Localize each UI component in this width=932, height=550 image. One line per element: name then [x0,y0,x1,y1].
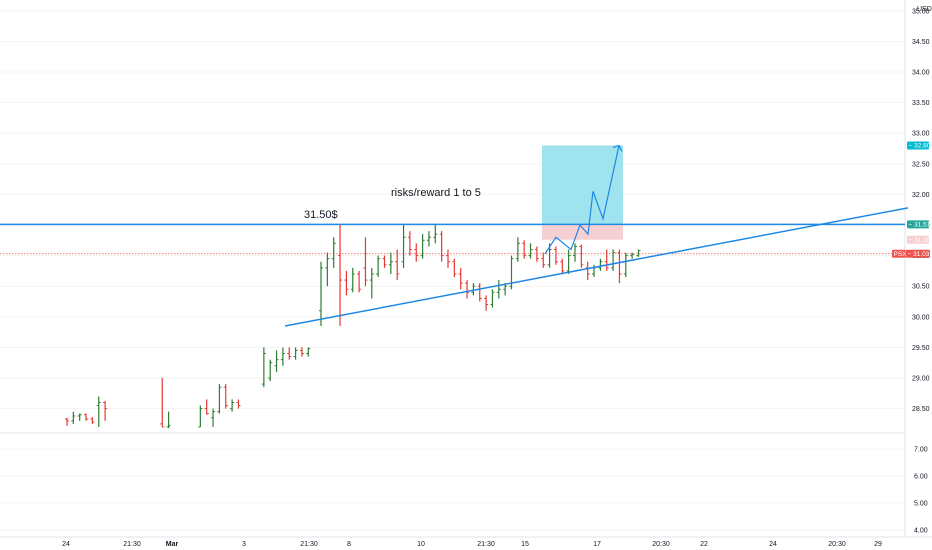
price-tick-label: 33.50 [912,100,930,107]
time-tick-label: 22 [700,541,708,548]
time-tick-label: 17 [593,541,601,548]
price-tick-label: 34.50 [912,39,930,46]
time-tick-label: 24 [769,541,777,548]
price-annotation: 31.50$ [304,209,338,221]
price-tick-label: 30.00 [912,314,930,321]
price-tick-label: 32.00 [912,192,930,199]
price-tick-label: 4.00 [914,528,928,535]
price-tick-label: 6.00 [914,474,928,481]
time-tick-label: 3 [242,541,246,548]
long-position-tool[interactable] [542,145,623,240]
price-tag [907,235,929,244]
time-tick-label: 21:30 [477,541,495,548]
price-tag-label: − 31.51 [909,222,931,229]
price-tag-label: PSXP [894,251,911,258]
price-tick-label: 28.50 [912,406,930,413]
time-tick-label: 21:30 [300,541,318,548]
price-tag [892,249,906,258]
projection-path[interactable] [544,145,620,255]
price-tick-label: 5.00 [914,501,928,508]
price-tick-label: 29.00 [912,376,930,383]
candles [65,225,641,429]
price-tag [906,249,930,258]
price-tick-label: 30.50 [912,284,930,291]
profit-zone [542,145,623,225]
price-axis-tags: − 32.80 − 31.51 − 31.26 PSXP− 31.03 [892,141,931,258]
price-axis-ticks: 35.0034.5034.0033.5033.0032.5032.0031.50… [912,8,930,534]
chart-grid [0,10,905,531]
price-tag-label: − 31.26 [909,237,931,244]
price-tag-label: − 32.80 [909,143,931,150]
price-tag-label: − 31.03 [908,251,930,258]
time-tick-label: 21:30 [123,541,141,548]
risk-reward-annotation: risks/reward 1 to 5 [391,187,481,199]
price-tag [907,220,929,229]
projection-arrowhead [612,144,623,152]
time-tick-label: 15 [521,541,529,548]
time-tick-label: Mar [166,541,179,548]
time-tick-label: 29 [874,541,882,548]
currency-label: USD [917,6,932,13]
time-tick-label: 24 [62,541,70,548]
price-tick-label: 29.50 [912,345,930,352]
price-tick-label: 35.00 [912,8,930,15]
price-tick-label: 33.00 [912,131,930,138]
price-tick-label: 32.50 [912,161,930,168]
ascending-trendline[interactable] [284,207,909,327]
time-tick-label: 20:30 [828,541,846,548]
time-tick-label: 20:30 [652,541,670,548]
time-axis-ticks: 24 21:30 Mar 3 21:30 8 10 21:30 15 17 20:30 22 24 20:… [62,541,882,548]
price-tick-label: 7.00 [914,447,928,454]
price-tick-label: 34.00 [912,70,930,77]
time-tick-label: 10 [417,541,425,548]
loss-zone [542,224,623,240]
price-tag [907,141,929,150]
time-tick-label: 8 [347,541,351,548]
